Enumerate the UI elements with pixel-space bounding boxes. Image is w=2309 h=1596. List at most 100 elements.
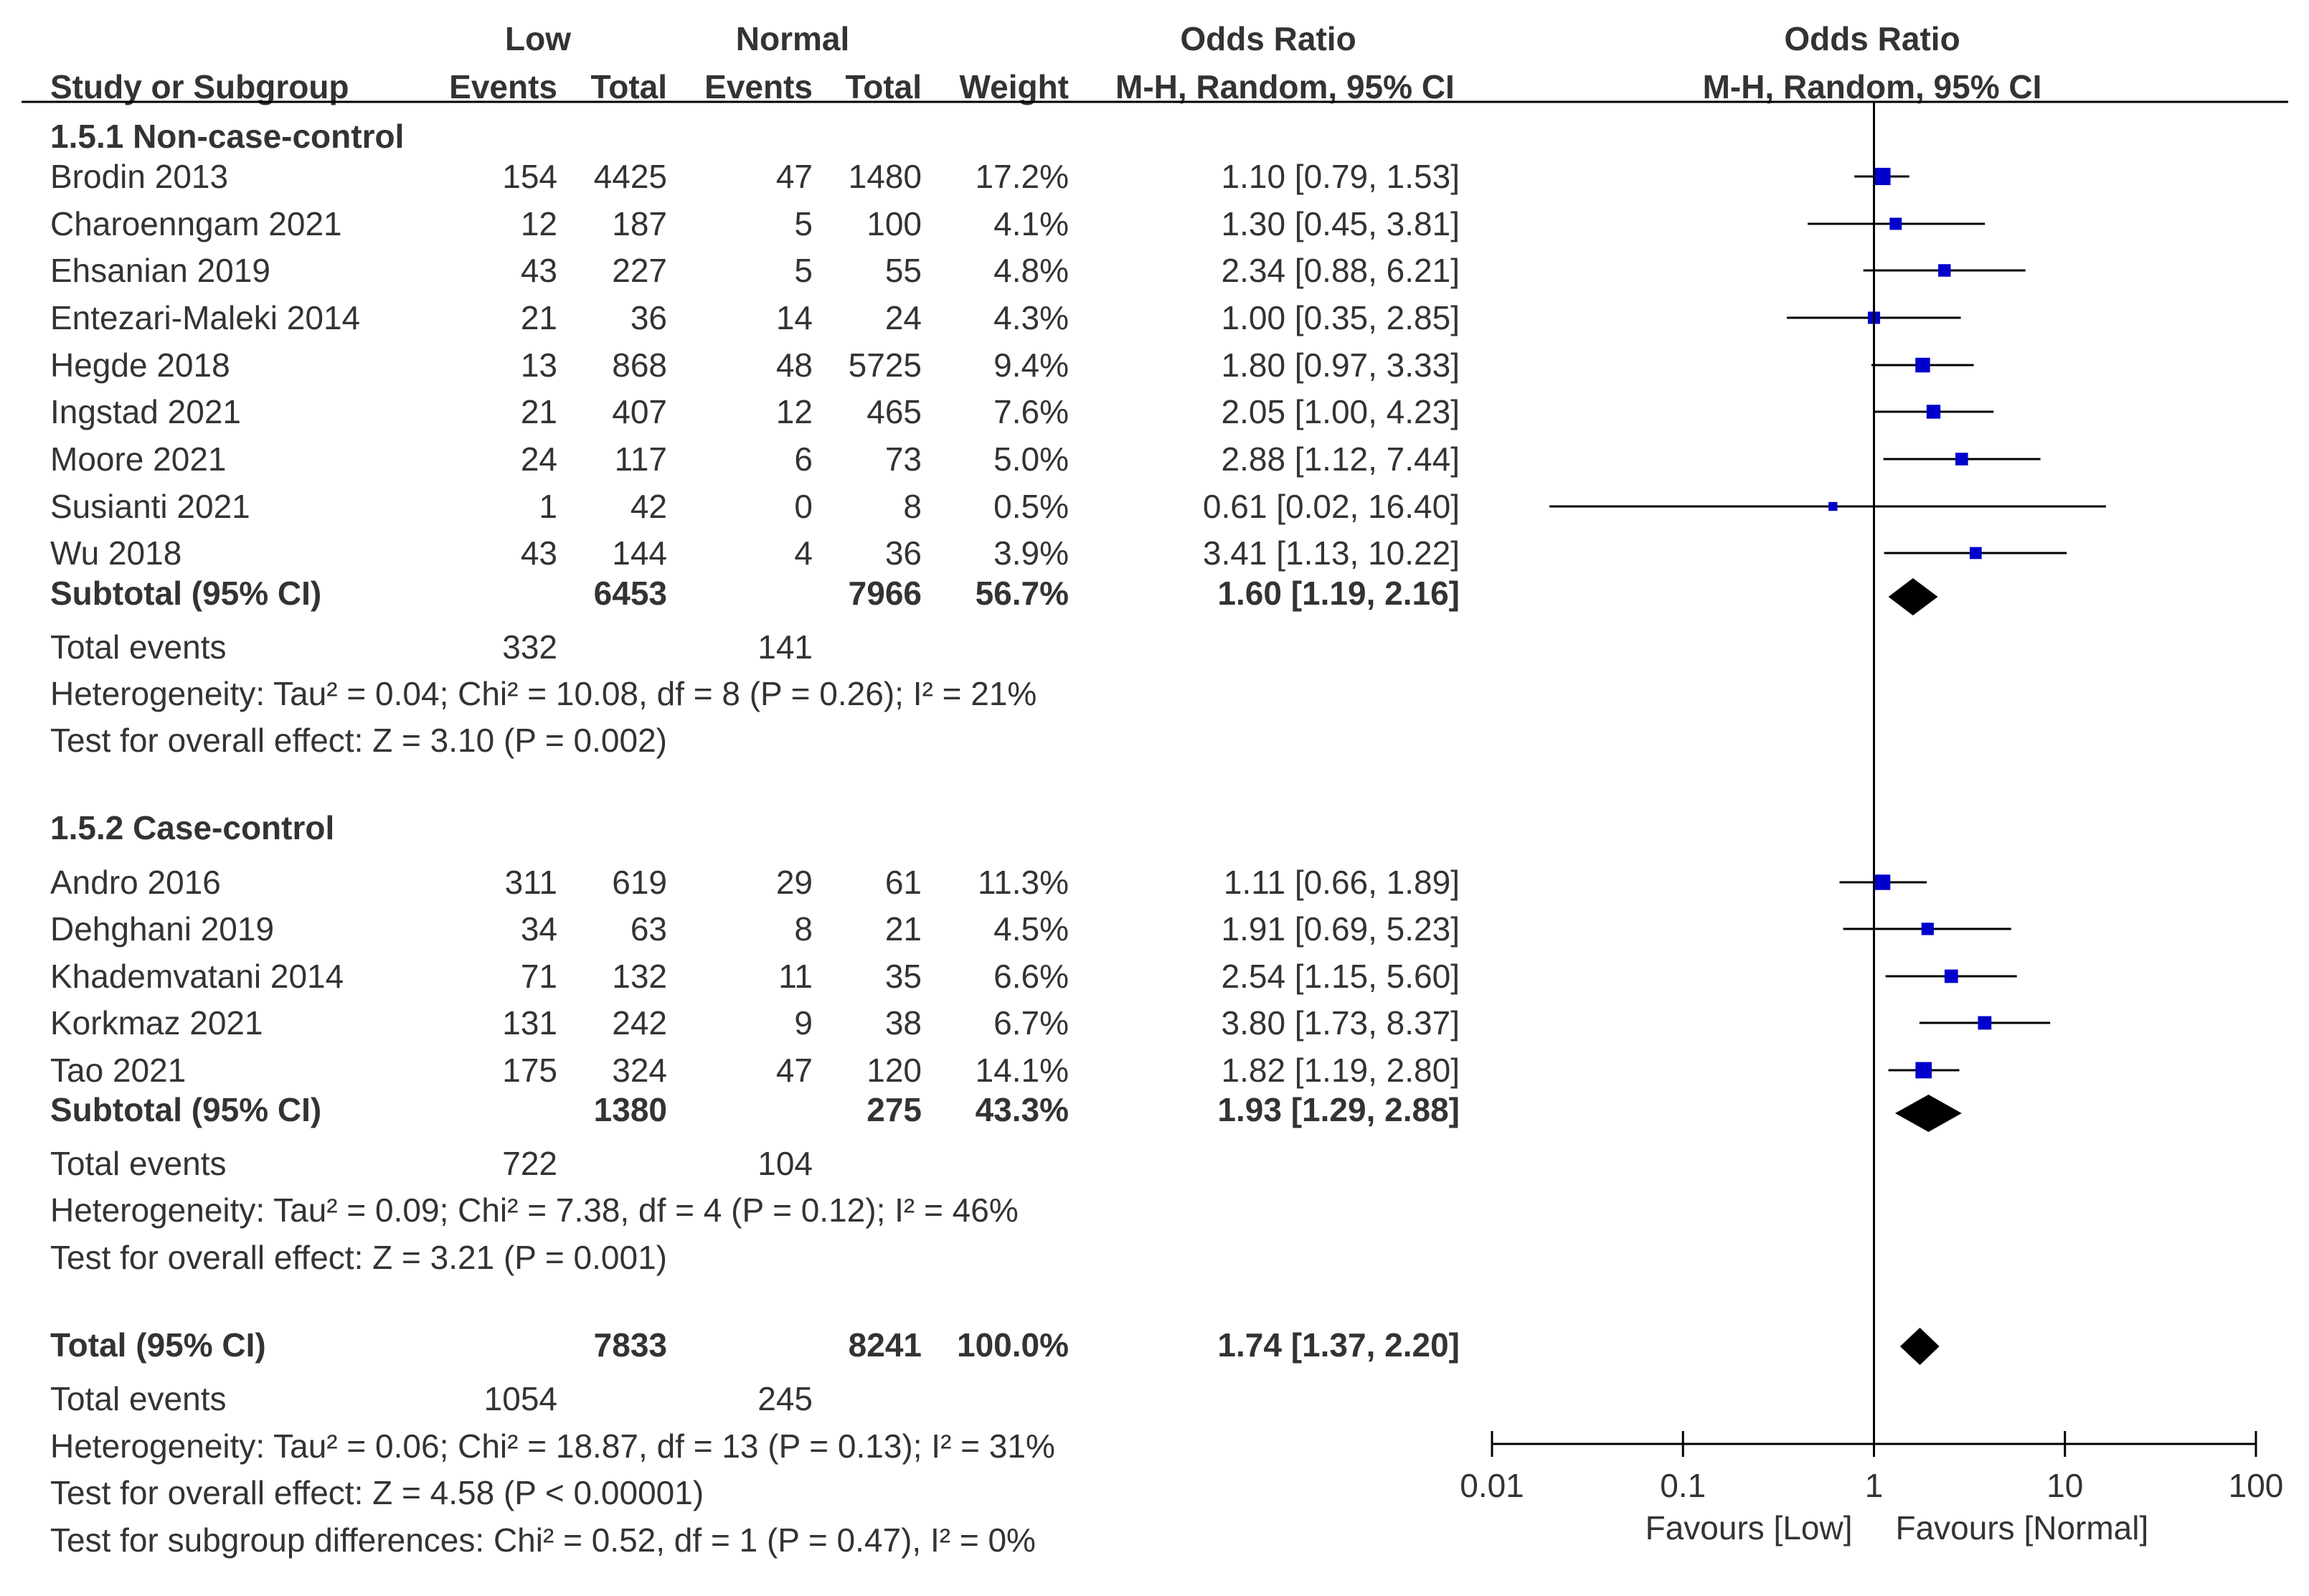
header-normal-total: Total	[846, 68, 922, 105]
header-plot-odds-ratio: Odds Ratio	[1784, 20, 1960, 57]
normal-total-cell: 465	[867, 393, 922, 430]
total-odds-ratio: 1.74 [1.37, 2.20]	[1217, 1326, 1460, 1364]
low-total-cell: 619	[612, 864, 667, 901]
normal-events-cell: 9	[794, 1004, 813, 1042]
overall-diamond	[1899, 1328, 1940, 1365]
overall-effect-text: Test for overall effect: Z = 3.10 (P = 0…	[50, 722, 667, 759]
normal-total-cell: 24	[885, 299, 922, 336]
weight-cell: 6.6%	[993, 958, 1069, 995]
study-marker	[1921, 922, 1934, 935]
normal-events-cell: 4	[794, 534, 813, 572]
weight-cell: 11.3%	[978, 864, 1069, 901]
normal-events-cell: 5	[794, 205, 813, 242]
low-total-cell: 407	[612, 393, 667, 430]
normal-total-cell: 73	[885, 440, 922, 478]
study-name: Khademvatani 2014	[50, 958, 344, 995]
header-method: M-H, Random, 95% CI	[1115, 68, 1455, 105]
weight-cell: 3.9%	[993, 534, 1069, 572]
total-label: Total (95% CI)	[50, 1326, 266, 1364]
weight-cell: 7.6%	[993, 393, 1069, 430]
low-events-cell: 12	[521, 205, 557, 242]
total-events-low: 332	[502, 628, 557, 666]
total-low-total: 7833	[594, 1326, 667, 1364]
study-marker	[1873, 167, 1891, 186]
header-weight: Weight	[960, 68, 1069, 105]
normal-events-cell: 0	[794, 488, 813, 525]
overall-total-events-low: 1054	[484, 1380, 557, 1417]
low-total-cell: 242	[612, 1004, 667, 1042]
low-events-cell: 21	[521, 299, 557, 336]
weight-cell: 5.0%	[993, 440, 1069, 478]
odds-ratio-cell: 1.00 [0.35, 2.85]	[1222, 299, 1460, 336]
study-marker	[1978, 1016, 1992, 1030]
weight-cell: 4.3%	[993, 299, 1069, 336]
study-marker	[1874, 874, 1891, 890]
normal-events-cell: 8	[794, 910, 813, 948]
normal-total-cell: 35	[885, 958, 922, 995]
subgroup-title: 1.5.1 Non-case-control	[50, 118, 404, 155]
odds-ratio-cell: 3.41 [1.13, 10.22]	[1203, 534, 1460, 572]
header-group-normal: Normal	[736, 20, 849, 57]
x-tick-label: 100	[2229, 1467, 2284, 1504]
weight-cell: 6.7%	[993, 1004, 1069, 1042]
normal-events-cell: 11	[778, 958, 813, 995]
low-events-cell: 71	[521, 958, 557, 995]
odds-ratio-cell: 1.30 [0.45, 3.81]	[1222, 205, 1460, 242]
low-events-cell: 154	[502, 158, 557, 195]
normal-events-cell: 48	[776, 346, 813, 384]
header-normal-events: Events	[704, 68, 813, 105]
study-name: Entezari-Maleki 2014	[50, 299, 360, 336]
odds-ratio-cell: 2.54 [1.15, 5.60]	[1222, 958, 1460, 995]
study-name: Tao 2021	[50, 1052, 186, 1089]
low-total-cell: 4425	[594, 158, 667, 195]
subtotal-low-total: 6453	[594, 575, 667, 612]
normal-total-cell: 36	[885, 534, 922, 572]
total-weight: 100.0%	[957, 1326, 1069, 1364]
x-tick-label: 0.1	[1660, 1467, 1706, 1504]
weight-cell: 4.1%	[993, 205, 1069, 242]
normal-total-cell: 8	[903, 488, 922, 525]
study-name: Charoenngam 2021	[50, 205, 342, 242]
subtotal-normal-total: 275	[867, 1091, 922, 1128]
weight-cell: 14.1%	[976, 1052, 1069, 1089]
x-tick-label: 10	[2046, 1467, 2083, 1504]
favours-left-label: Favours [Low]	[1645, 1509, 1853, 1547]
study-name: Korkmaz 2021	[50, 1004, 263, 1042]
normal-total-cell: 55	[885, 252, 922, 289]
normal-events-cell: 47	[776, 158, 813, 195]
normal-events-cell: 47	[776, 1052, 813, 1089]
low-total-cell: 144	[612, 534, 667, 572]
header-study-or-subgroup: Study or Subgroup	[50, 68, 349, 105]
study-marker	[1915, 1062, 1932, 1079]
odds-ratio-cell: 1.11 [0.66, 1.89]	[1224, 864, 1460, 901]
overall-total-events-normal: 245	[757, 1380, 813, 1417]
weight-cell: 9.4%	[993, 346, 1069, 384]
odds-ratio-cell: 1.10 [0.79, 1.53]	[1222, 158, 1460, 195]
study-marker	[1926, 405, 1941, 419]
study-name: Ingstad 2021	[50, 393, 241, 430]
normal-total-cell: 5725	[849, 346, 922, 384]
low-total-cell: 868	[612, 346, 667, 384]
header-odds-ratio: Odds Ratio	[1180, 20, 1356, 57]
study-name: Ehsanian 2019	[50, 252, 270, 289]
low-events-cell: 43	[521, 534, 557, 572]
subtotal-diamond	[1888, 578, 1938, 615]
subtotal-label: Subtotal (95% CI)	[50, 1091, 321, 1128]
study-marker	[1955, 453, 1968, 466]
total-events-normal: 141	[757, 628, 813, 666]
weight-cell: 0.5%	[993, 488, 1069, 525]
x-tick-label: 0.01	[1460, 1467, 1524, 1504]
study-marker	[1915, 357, 1930, 373]
study-name: Moore 2021	[50, 440, 227, 478]
odds-ratio-cell: 1.82 [1.19, 2.80]	[1222, 1052, 1460, 1089]
low-total-cell: 132	[612, 958, 667, 995]
subtotal-diamond	[1894, 1095, 1962, 1132]
odds-ratio-cell: 2.34 [0.88, 6.21]	[1222, 252, 1460, 289]
low-events-cell: 1	[539, 488, 557, 525]
normal-events-cell: 12	[776, 393, 813, 430]
plot-area: 0.01 0.1 1 10 100 Favours [Low] Favours [Norma…	[1460, 102, 2283, 1547]
overall-effect-total-text: Test for overall effect: Z = 4.58 (P < 0…	[50, 1474, 704, 1511]
overall-heterogeneity-text: Heterogeneity: Tau² = 0.06; Chi² = 18.87…	[50, 1427, 1055, 1465]
study-name: Susianti 2021	[50, 488, 250, 525]
